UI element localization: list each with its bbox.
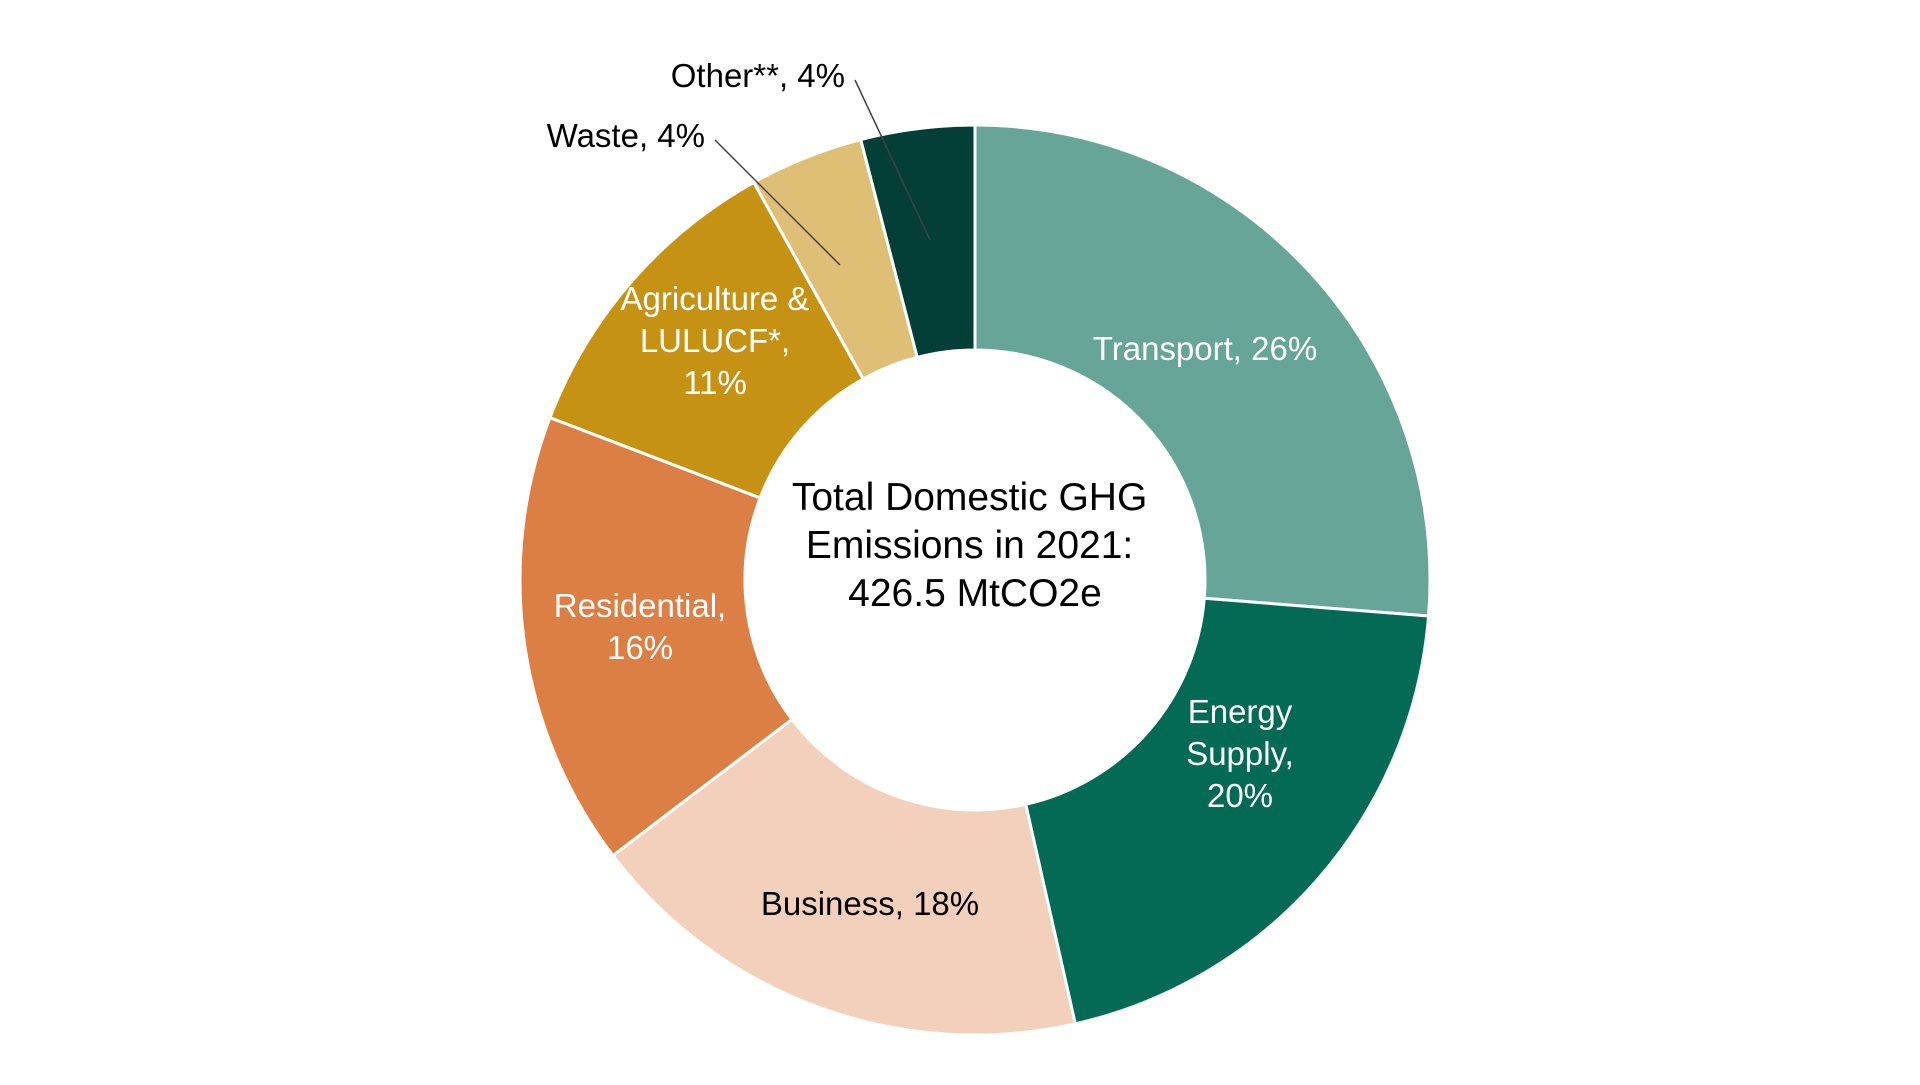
label-waste: Waste, 4% <box>547 117 705 154</box>
label-line: 16% <box>607 629 673 666</box>
leader-line-waste <box>714 139 841 266</box>
label-line: Residential, <box>554 587 726 624</box>
slice-energy-supply <box>1023 596 1431 1026</box>
label-line: Waste, 4% <box>547 117 705 154</box>
label-residential: Residential, 16% <box>554 587 726 666</box>
center-line-1: Total Domestic GHG <box>792 476 1147 519</box>
slice-transport <box>973 123 1432 618</box>
center-total-label: Total Domestic GHG Emissions in 2021: 42… <box>792 476 1158 615</box>
slice-agriculture-lulucf <box>548 180 866 500</box>
slice-business <box>610 717 1078 1037</box>
label-line: Transport, 26% <box>1093 330 1317 367</box>
label-transport: Transport, 26% <box>1093 330 1317 367</box>
leader-lines <box>714 79 931 266</box>
label-line: LULUCF*, <box>640 322 790 359</box>
label-line: Business, 18% <box>761 885 979 922</box>
label-line: Agriculture & <box>621 280 810 317</box>
slice-labels: Transport, 26% Energy Supply, 20% Business, … <box>547 57 1318 922</box>
label-line: 11% <box>683 364 747 401</box>
center-line-3: 426.5 MtCO2e <box>848 572 1102 615</box>
leader-line-other <box>854 79 931 241</box>
label-energy-supply: Energy Supply, 20% <box>1186 693 1294 814</box>
slices-layer <box>518 123 1432 1037</box>
label-agriculture-lulucf: Agriculture & LULUCF*, 11% <box>621 280 810 401</box>
slice-residential <box>518 415 795 858</box>
label-line: Energy <box>1188 693 1293 730</box>
slice-other <box>858 123 977 360</box>
center-line-2: Emissions in 2021: <box>806 524 1133 567</box>
label-line: Supply, <box>1186 735 1294 772</box>
label-line: Other**, 4% <box>671 57 845 94</box>
label-business: Business, 18% <box>761 885 979 922</box>
label-line: 20% <box>1207 777 1273 814</box>
label-other: Other**, 4% <box>671 57 845 94</box>
